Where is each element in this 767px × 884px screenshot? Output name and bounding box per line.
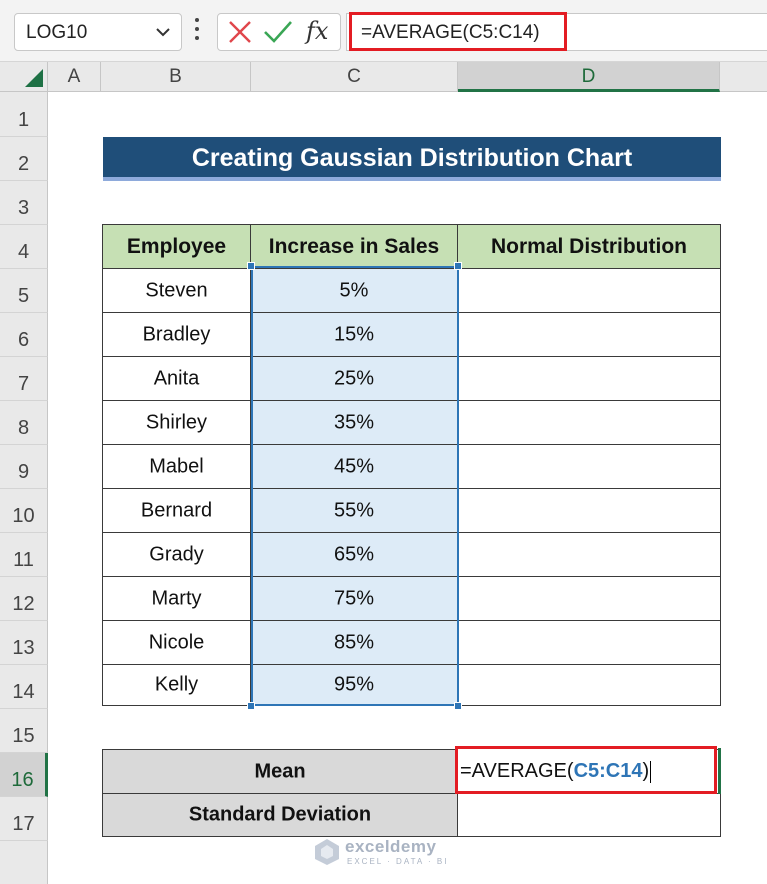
range-handle[interactable] bbox=[454, 702, 462, 710]
cancel-icon[interactable] bbox=[227, 18, 253, 51]
row-header[interactable]: 11 bbox=[0, 533, 48, 577]
normal-distribution-cell[interactable] bbox=[458, 489, 721, 533]
sales-cell[interactable]: 85% bbox=[251, 621, 458, 665]
exceldemy-logo-icon bbox=[313, 838, 341, 871]
column-header-c[interactable]: C bbox=[251, 62, 458, 92]
employee-cell[interactable]: Marty bbox=[103, 577, 251, 621]
row-header[interactable]: 2 bbox=[0, 137, 48, 181]
row-header[interactable]: 1 bbox=[0, 92, 48, 137]
row-header[interactable]: 17 bbox=[0, 797, 48, 841]
enter-icon[interactable] bbox=[263, 18, 293, 51]
employee-cell[interactable]: Kelly bbox=[103, 665, 251, 706]
range-handle[interactable] bbox=[454, 262, 462, 270]
row-header[interactable]: 5 bbox=[0, 269, 48, 313]
employee-cell[interactable]: Grady bbox=[103, 533, 251, 577]
summary-border-left bbox=[102, 749, 103, 837]
employee-cell[interactable]: Mabel bbox=[103, 445, 251, 489]
name-box[interactable]: LOG10 bbox=[14, 13, 182, 51]
sales-cell[interactable]: 95% bbox=[251, 665, 458, 706]
active-cell-editor[interactable]: =AVERAGE(C5:C14) bbox=[455, 746, 717, 794]
header-increase-in-sales[interactable]: Increase in Sales bbox=[251, 225, 458, 269]
header-employee[interactable]: Employee bbox=[103, 225, 251, 269]
cell-formula: =AVERAGE(C5:C14) bbox=[460, 760, 652, 783]
formula-bar: LOG10 fx =AVERAGE(C5:C14) bbox=[0, 0, 767, 62]
normal-distribution-cell[interactable] bbox=[458, 445, 721, 489]
formula-text: =AVERAGE(C5:C14) bbox=[361, 22, 540, 43]
row-header[interactable]: 12 bbox=[0, 577, 48, 621]
chevron-down-icon[interactable] bbox=[155, 24, 171, 45]
range-reference-highlight bbox=[251, 266, 459, 706]
row-header[interactable]: 15 bbox=[0, 709, 48, 753]
page-title: Creating Gaussian Distribution Chart bbox=[103, 137, 721, 181]
range-handle[interactable] bbox=[247, 262, 255, 270]
normal-distribution-cell[interactable] bbox=[458, 533, 721, 577]
mean-label[interactable]: Mean bbox=[103, 750, 458, 794]
row-header[interactable]: 4 bbox=[0, 225, 48, 269]
insert-function-icon[interactable]: fx bbox=[306, 17, 329, 45]
select-all-corner[interactable] bbox=[0, 62, 48, 92]
row-header[interactable]: 6 bbox=[0, 313, 48, 357]
more-options-icon[interactable] bbox=[194, 18, 200, 44]
sales-cell[interactable]: 5% bbox=[251, 269, 458, 313]
row-header[interactable]: 7 bbox=[0, 357, 48, 401]
normal-distribution-cell[interactable] bbox=[458, 665, 721, 706]
column-header-b[interactable]: B bbox=[101, 62, 251, 92]
sales-cell[interactable]: 15% bbox=[251, 313, 458, 357]
row-header-selected[interactable]: 16 bbox=[0, 753, 48, 797]
employee-cell[interactable]: Bradley bbox=[103, 313, 251, 357]
sales-cell[interactable]: 45% bbox=[251, 445, 458, 489]
normal-distribution-cell[interactable] bbox=[458, 313, 721, 357]
normal-distribution-cell[interactable] bbox=[458, 401, 721, 445]
range-handle[interactable] bbox=[247, 702, 255, 710]
row-header[interactable]: 14 bbox=[0, 665, 48, 709]
sales-cell[interactable]: 35% bbox=[251, 401, 458, 445]
employee-cell[interactable]: Steven bbox=[103, 269, 251, 313]
sales-cell[interactable]: 25% bbox=[251, 357, 458, 401]
sales-cell[interactable]: 65% bbox=[251, 533, 458, 577]
table-border-left bbox=[102, 224, 103, 706]
select-all-icon bbox=[25, 69, 43, 87]
std-deviation-label[interactable]: Standard Deviation bbox=[103, 794, 458, 837]
employee-cell[interactable]: Anita bbox=[103, 357, 251, 401]
header-normal-distribution[interactable]: Normal Distribution bbox=[458, 225, 721, 269]
normal-distribution-cell[interactable] bbox=[458, 577, 721, 621]
column-header-e[interactable] bbox=[720, 62, 767, 92]
row-header[interactable]: 9 bbox=[0, 445, 48, 489]
employee-cell[interactable]: Nicole bbox=[103, 621, 251, 665]
formula-range-ref: C5:C14 bbox=[573, 760, 643, 782]
employee-cell[interactable]: Bernard bbox=[103, 489, 251, 533]
summary-border-top bbox=[102, 749, 721, 750]
normal-distribution-cell[interactable] bbox=[458, 357, 721, 401]
sales-cell[interactable]: 55% bbox=[251, 489, 458, 533]
text-caret bbox=[650, 760, 652, 783]
row-header[interactable] bbox=[0, 841, 48, 884]
table-border-top bbox=[102, 224, 721, 225]
column-header-d[interactable]: D bbox=[458, 62, 720, 92]
employee-cell[interactable]: Shirley bbox=[103, 401, 251, 445]
name-box-value: LOG10 bbox=[26, 22, 88, 43]
formula-highlight-box bbox=[349, 12, 567, 51]
std-deviation-value-cell[interactable] bbox=[458, 794, 721, 837]
column-header-a[interactable]: A bbox=[48, 62, 101, 92]
row-header[interactable]: 13 bbox=[0, 621, 48, 665]
row-header[interactable]: 8 bbox=[0, 401, 48, 445]
normal-distribution-cell[interactable] bbox=[458, 621, 721, 665]
active-cell-edge bbox=[718, 748, 721, 794]
formula-actions: fx bbox=[217, 13, 341, 51]
row-header[interactable]: 3 bbox=[0, 181, 48, 225]
normal-distribution-cell[interactable] bbox=[458, 269, 721, 313]
row-header[interactable]: 10 bbox=[0, 489, 48, 533]
sales-cell[interactable]: 75% bbox=[251, 577, 458, 621]
